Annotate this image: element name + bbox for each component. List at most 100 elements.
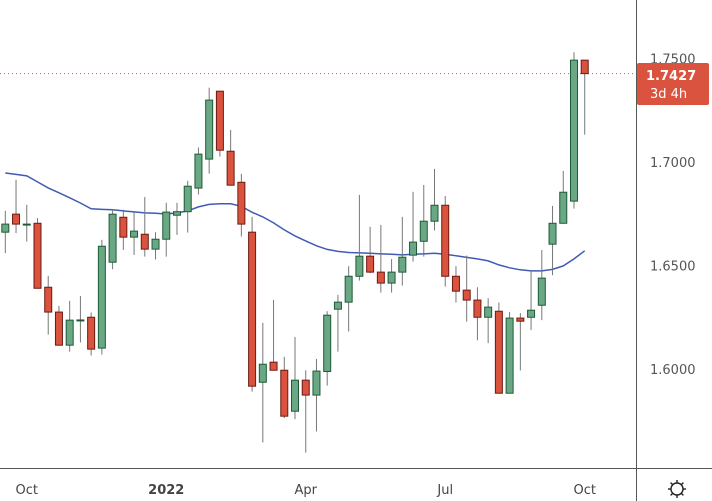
candle (248, 216, 257, 392)
candle (205, 87, 214, 174)
candle-body-up (430, 204, 439, 222)
candle-body-up (333, 301, 342, 310)
candle (323, 311, 332, 386)
candle (548, 205, 557, 276)
candle-body-up (172, 211, 181, 216)
candle-body-up (108, 213, 117, 263)
candle (22, 204, 31, 242)
candle (430, 168, 439, 231)
price-tick-label: 1.6000 (650, 363, 696, 378)
candle (301, 370, 310, 453)
candle-body-down (12, 213, 21, 225)
moving-average-line (5, 172, 586, 272)
candle-body-up (258, 363, 267, 383)
candle (1, 210, 10, 254)
candle (54, 305, 63, 346)
candle (333, 294, 342, 352)
candle (183, 180, 192, 233)
candle-body-down (473, 299, 482, 318)
candle (376, 224, 385, 293)
candle-body-down (248, 231, 257, 387)
candle-body-down (226, 150, 235, 186)
candle (366, 226, 375, 274)
candle-body-up (548, 222, 557, 245)
candle (505, 312, 514, 394)
candle (76, 295, 85, 343)
candle (441, 195, 450, 287)
candle-body-down (269, 361, 278, 371)
candle-body-down (237, 181, 246, 225)
candle-body-down (366, 255, 375, 273)
candle (559, 170, 568, 224)
candle (33, 218, 42, 289)
candle-body-down (516, 317, 525, 322)
candle-body-down (494, 310, 503, 394)
last-price-value: 1.7427 (646, 69, 696, 84)
candle-body-down (280, 369, 289, 417)
candle (44, 275, 53, 335)
candle-body-down (451, 275, 460, 292)
candle-body-up (205, 99, 214, 160)
time-tick-label: 2022 (148, 483, 184, 498)
price-tick-label: 1.6500 (650, 260, 696, 275)
candle-body-up (291, 379, 300, 412)
candle (398, 216, 407, 286)
candle-body-down (54, 311, 63, 346)
candle (172, 202, 181, 235)
candle (258, 322, 267, 443)
candle-body-down (87, 316, 96, 350)
candle (87, 312, 96, 356)
candle-body-down (376, 271, 385, 284)
price-tick-label: 1.7000 (650, 156, 696, 171)
candle (65, 300, 74, 352)
candle (484, 298, 493, 344)
candle-body-up (527, 309, 536, 318)
time-tick-label: Oct (16, 483, 38, 498)
candle (527, 270, 536, 331)
candle-body-down (580, 59, 589, 75)
candle (580, 59, 589, 135)
gear-icon[interactable] (668, 480, 686, 498)
candle-body-down (441, 204, 450, 277)
candle (194, 147, 203, 195)
candle-body-up (559, 191, 568, 224)
candle-body-down (119, 216, 128, 238)
candle-body-down (215, 90, 224, 151)
candle-body-up (484, 306, 493, 318)
candle-body-up (312, 370, 321, 396)
candle (237, 173, 246, 237)
candle (409, 191, 418, 262)
candle-body-up (569, 59, 578, 202)
candle (516, 313, 525, 371)
candle (269, 299, 278, 371)
candle (119, 209, 128, 250)
candle-body-down (301, 379, 310, 396)
time-tick-label: Apr (294, 483, 317, 498)
candle-body-down (44, 286, 53, 313)
candle-body-up (355, 255, 364, 277)
candle-body-up (537, 277, 546, 306)
candle-body-up (419, 220, 428, 242)
candle-body-up (194, 153, 203, 189)
candle (462, 255, 471, 322)
candle (151, 232, 160, 260)
candle-body-up (398, 256, 407, 273)
time-axis[interactable]: Oct 2022 Apr Jul Oct (16, 483, 596, 498)
candle-body-up (323, 314, 332, 372)
time-tick-label: Oct (573, 483, 595, 498)
candle-body-up (505, 317, 514, 394)
candle (344, 266, 353, 332)
last-price-badge (637, 63, 709, 105)
candle-body-up (1, 223, 10, 233)
candle (419, 184, 428, 257)
candle (226, 129, 235, 186)
candle (97, 239, 106, 355)
candle (537, 249, 546, 321)
candle-body-up (183, 185, 192, 213)
candle-body-down (33, 222, 42, 289)
candle (451, 266, 460, 303)
candle (108, 209, 117, 270)
bar-countdown: 3d 4h (650, 87, 687, 102)
candle-body-up (22, 223, 31, 226)
